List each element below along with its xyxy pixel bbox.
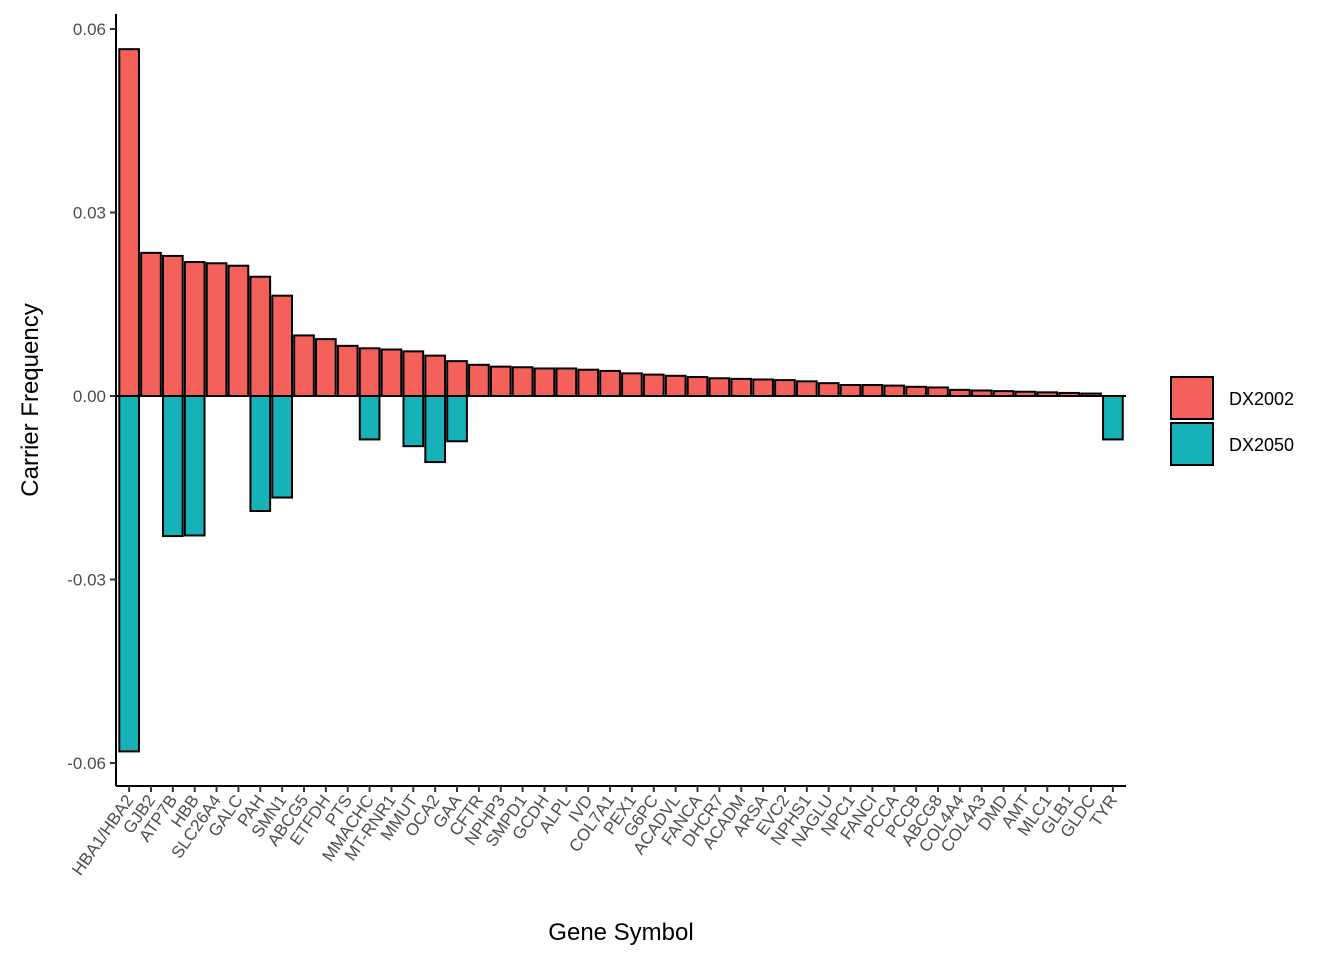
- bar-dx2002-pah: [249, 275, 272, 397]
- bar-dx2002-evc2: [774, 379, 796, 398]
- bar-dx2002-hba1-hba2: [118, 48, 140, 397]
- bar-dx2002-hbb: [183, 261, 206, 398]
- y-tick-label: 0.06: [73, 20, 106, 39]
- bar-dx2050-hbb: [183, 395, 206, 537]
- bar-dx2050-tyr: [1102, 395, 1124, 441]
- bar-dx2050-oca2: [424, 395, 447, 464]
- bar-dx2002-etfdh: [315, 338, 337, 397]
- bar-dx2002-slc26a4: [205, 262, 228, 398]
- bar-dx2002-gjb2: [140, 251, 162, 397]
- bar-dx2050-hba1-hba2: [118, 395, 140, 753]
- bar-dx2050-atp7b: [162, 395, 184, 538]
- bar-dx2002-gcdh: [533, 367, 556, 398]
- y-tick-label: 0.03: [73, 203, 106, 222]
- bar-dx2002-nphp3: [489, 365, 512, 398]
- bar-dx2050-smn1: [271, 395, 293, 499]
- dx2050-bars: [118, 395, 1124, 753]
- bar-dx2002-fanci: [861, 383, 884, 397]
- bar-dx2002-atp7b: [162, 254, 184, 397]
- y-axis-title: Carrier Frequency: [17, 303, 44, 496]
- bar-dx2050-pah: [249, 395, 272, 512]
- x-axis-title: Gene Symbol: [548, 919, 693, 946]
- bar-dx2050-mmut: [402, 395, 425, 448]
- bar-dx2002-nphs1: [795, 380, 818, 398]
- bar-dx2002-abcg8: [927, 386, 949, 398]
- bar-dx2002-smn1: [271, 294, 293, 397]
- x-tick-label: HBA1/HBA2: [68, 791, 137, 879]
- bar-dx2002-pccb: [905, 385, 927, 398]
- bar-dx2002-dhcr7: [708, 377, 731, 398]
- axes: [115, 14, 1126, 787]
- bar-dx2050-mmachc: [358, 395, 381, 441]
- bar-dx2002-cftr: [468, 363, 490, 397]
- legend-key-dx2050: [1170, 422, 1214, 466]
- x-tick-labels: HBA1/HBA2GJB2ATP7BHBBSLC26A4GALCPAHSMN1A…: [68, 786, 1121, 879]
- bar-dx2002-alpl: [555, 367, 578, 398]
- bar-dx2002-ivd: [577, 368, 600, 398]
- legend-label-dx2002: DX2002: [1229, 389, 1294, 409]
- bar-dx2050-gaa: [446, 395, 468, 443]
- bar-dx2002-mt-rnr1: [380, 348, 403, 398]
- bar-dx2002-smpd1: [511, 366, 534, 397]
- bar-dx2002-mmachc: [358, 347, 381, 398]
- bar-dx2002-arsa: [752, 378, 774, 398]
- legend-key-dx2002: [1170, 376, 1214, 420]
- y-tick-label: -0.06: [67, 754, 106, 773]
- bar-dx2002-acadvl: [664, 374, 687, 397]
- bar-dx2002-col7a1: [599, 369, 621, 398]
- legend: DX2002 DX2050: [1170, 376, 1294, 466]
- bar-dx2002-acadm: [730, 377, 753, 397]
- bar-dx2002-pts: [336, 344, 359, 397]
- bar-dx2002-abcg5: [293, 334, 315, 398]
- y-tick-labels: 0.06 0.03 0.00 -0.03 -0.06: [67, 20, 116, 773]
- y-tick-label: -0.03: [67, 571, 106, 590]
- bar-dx2002-pcca: [883, 384, 906, 398]
- legend-label-dx2050: DX2050: [1229, 435, 1294, 455]
- bar-dx2002-pex1: [621, 372, 643, 397]
- bar-dx2002-fanca: [686, 376, 709, 398]
- bar-dx2002-npc1: [839, 383, 862, 397]
- dx2002-bars: [118, 48, 1102, 398]
- bar-dx2002-galc: [227, 264, 250, 397]
- bar-dx2002-gaa: [446, 360, 468, 398]
- y-tick-label: 0.00: [73, 387, 106, 406]
- bar-dx2002-oca2: [424, 354, 447, 398]
- bar-dx2002-g6pc: [642, 373, 665, 397]
- bar-dx2002-mmut: [402, 350, 425, 398]
- bar-dx2002-naglu: [817, 382, 840, 397]
